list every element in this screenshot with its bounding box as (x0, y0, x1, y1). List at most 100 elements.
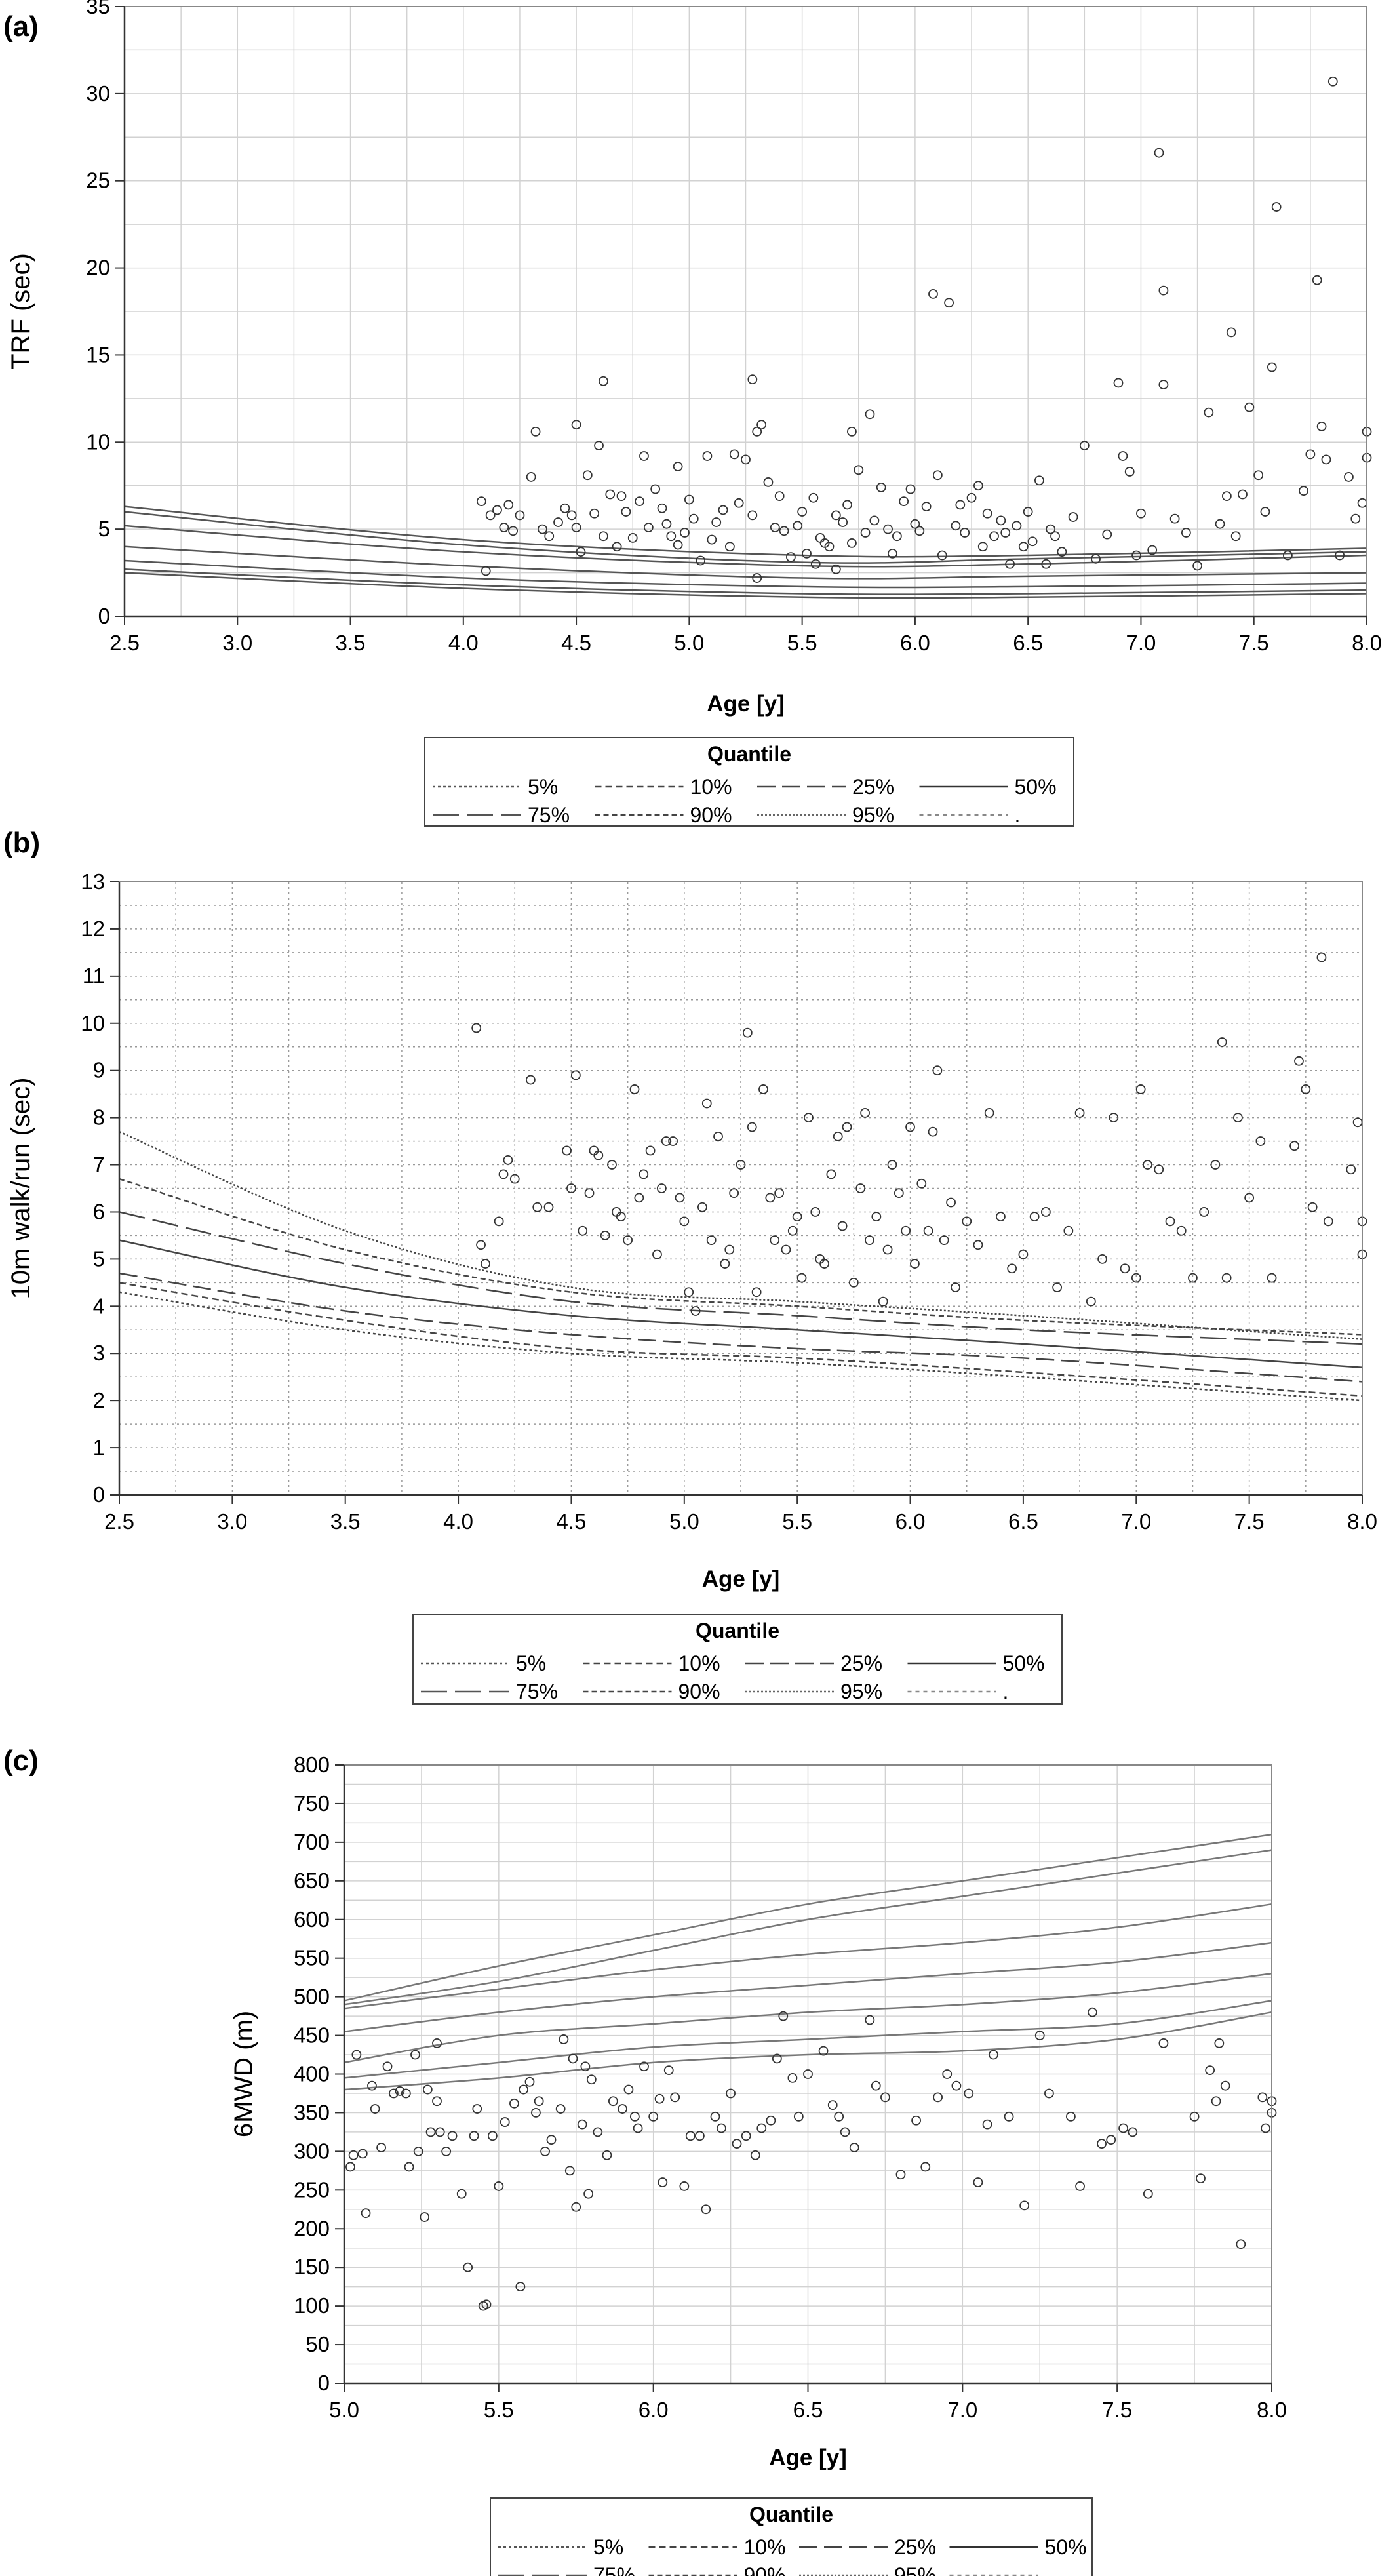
data-point (1261, 2123, 1270, 2133)
data-point (608, 2096, 618, 2107)
data-point (824, 542, 835, 552)
data-point (734, 498, 744, 508)
data-point (420, 2212, 430, 2222)
y-tick-label: 500 (294, 1985, 330, 2009)
y-tick-label: 400 (294, 2062, 330, 2086)
data-point (726, 2088, 736, 2099)
legend-box (424, 737, 1074, 827)
x-tick-label: 7.0 (947, 2398, 977, 2422)
data-point (772, 2053, 782, 2064)
data-point (627, 533, 638, 543)
data-point (612, 542, 622, 552)
data-point (688, 513, 699, 524)
data-point (351, 2050, 362, 2060)
data-point (1344, 472, 1354, 482)
data-point (778, 2011, 789, 2021)
y-tick-label: 600 (294, 1907, 330, 1932)
y-tick-label: 150 (294, 2255, 330, 2279)
data-point (413, 2146, 423, 2156)
data-point (804, 1113, 814, 1123)
data-point (441, 2146, 452, 2156)
data-point (1267, 362, 1277, 372)
data-point (1350, 513, 1361, 524)
data-point (503, 500, 514, 510)
data-point (964, 2088, 974, 2099)
data-point (787, 1225, 798, 1236)
data-point (599, 376, 608, 386)
y-tick-label: 10 (81, 1011, 105, 1035)
data-point (1118, 451, 1128, 461)
data-point (865, 2015, 875, 2025)
data-point (1233, 1113, 1243, 1123)
data-point (1335, 550, 1345, 561)
data-point (553, 517, 563, 527)
data-point (901, 1225, 911, 1236)
y-tick-label: 25 (86, 168, 110, 193)
data-point (1260, 507, 1270, 517)
data-point (425, 2127, 436, 2137)
data-point (892, 531, 902, 542)
data-point (607, 1160, 617, 1170)
y-tick-label: 13 (81, 869, 105, 894)
data-point (668, 1136, 678, 1146)
data-point (580, 2061, 591, 2072)
x-tick-label: 6.0 (900, 631, 930, 655)
data-point (685, 2131, 696, 2141)
data-point (973, 2177, 983, 2187)
data-point (793, 2111, 804, 2122)
y-tick-label: 250 (294, 2177, 330, 2202)
data-point (973, 1240, 983, 1250)
data-point (1004, 2111, 1014, 2122)
legend-label: 75% (528, 803, 570, 827)
data-point (1097, 2139, 1107, 2149)
data-point (357, 2149, 368, 2159)
data-point (718, 505, 728, 515)
data-point (710, 2111, 720, 2122)
quantile-curve-5 (344, 2011, 1272, 2091)
legend-label: 90% (690, 803, 732, 827)
y-tick-label: 30 (86, 81, 110, 106)
data-point (515, 2282, 526, 2292)
data-point (724, 1244, 735, 1255)
data-point (1113, 378, 1124, 388)
data-point (621, 507, 631, 517)
data-point (639, 451, 649, 461)
data-point (899, 496, 909, 507)
y-tick-label: 700 (294, 1830, 330, 1854)
data-point (1106, 2135, 1116, 2145)
data-point (410, 2050, 420, 2060)
data-point (756, 420, 767, 430)
data-point (1074, 1108, 1085, 1118)
quantile-curve-25 (124, 559, 1367, 589)
data-point (833, 1131, 843, 1141)
data-point (1124, 467, 1135, 477)
data-point (404, 2162, 414, 2172)
data-point (1034, 2031, 1045, 2040)
data-point (503, 1155, 513, 1165)
data-point (982, 508, 992, 519)
data-point (481, 2299, 492, 2310)
data-point (865, 409, 875, 420)
data-point (847, 538, 857, 548)
data-point (1046, 524, 1056, 534)
data-point (1086, 1296, 1096, 1307)
data-point (1230, 531, 1241, 542)
data-point (895, 2170, 906, 2180)
data-point (1018, 1249, 1029, 1259)
data-point (476, 496, 486, 507)
data-point (747, 510, 758, 521)
data-point (747, 374, 758, 385)
y-tick-label: 12 (81, 917, 105, 941)
x-tick-label: 6.5 (793, 2398, 823, 2422)
y-tick-label: 35 (86, 0, 110, 18)
data-point (1154, 1164, 1164, 1175)
data-point (526, 1075, 536, 1085)
data-point (1165, 1216, 1175, 1227)
data-point (921, 502, 932, 511)
data-point (634, 1193, 644, 1203)
quantile-curve-95 (344, 1833, 1272, 2002)
data-point (1253, 470, 1264, 481)
data-point (485, 510, 496, 521)
data-point (524, 2076, 535, 2087)
data-point (1027, 536, 1038, 547)
